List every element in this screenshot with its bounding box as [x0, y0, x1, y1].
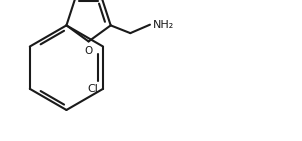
Text: Cl: Cl: [88, 84, 98, 94]
Text: NH₂: NH₂: [153, 20, 174, 30]
Text: O: O: [85, 46, 93, 56]
